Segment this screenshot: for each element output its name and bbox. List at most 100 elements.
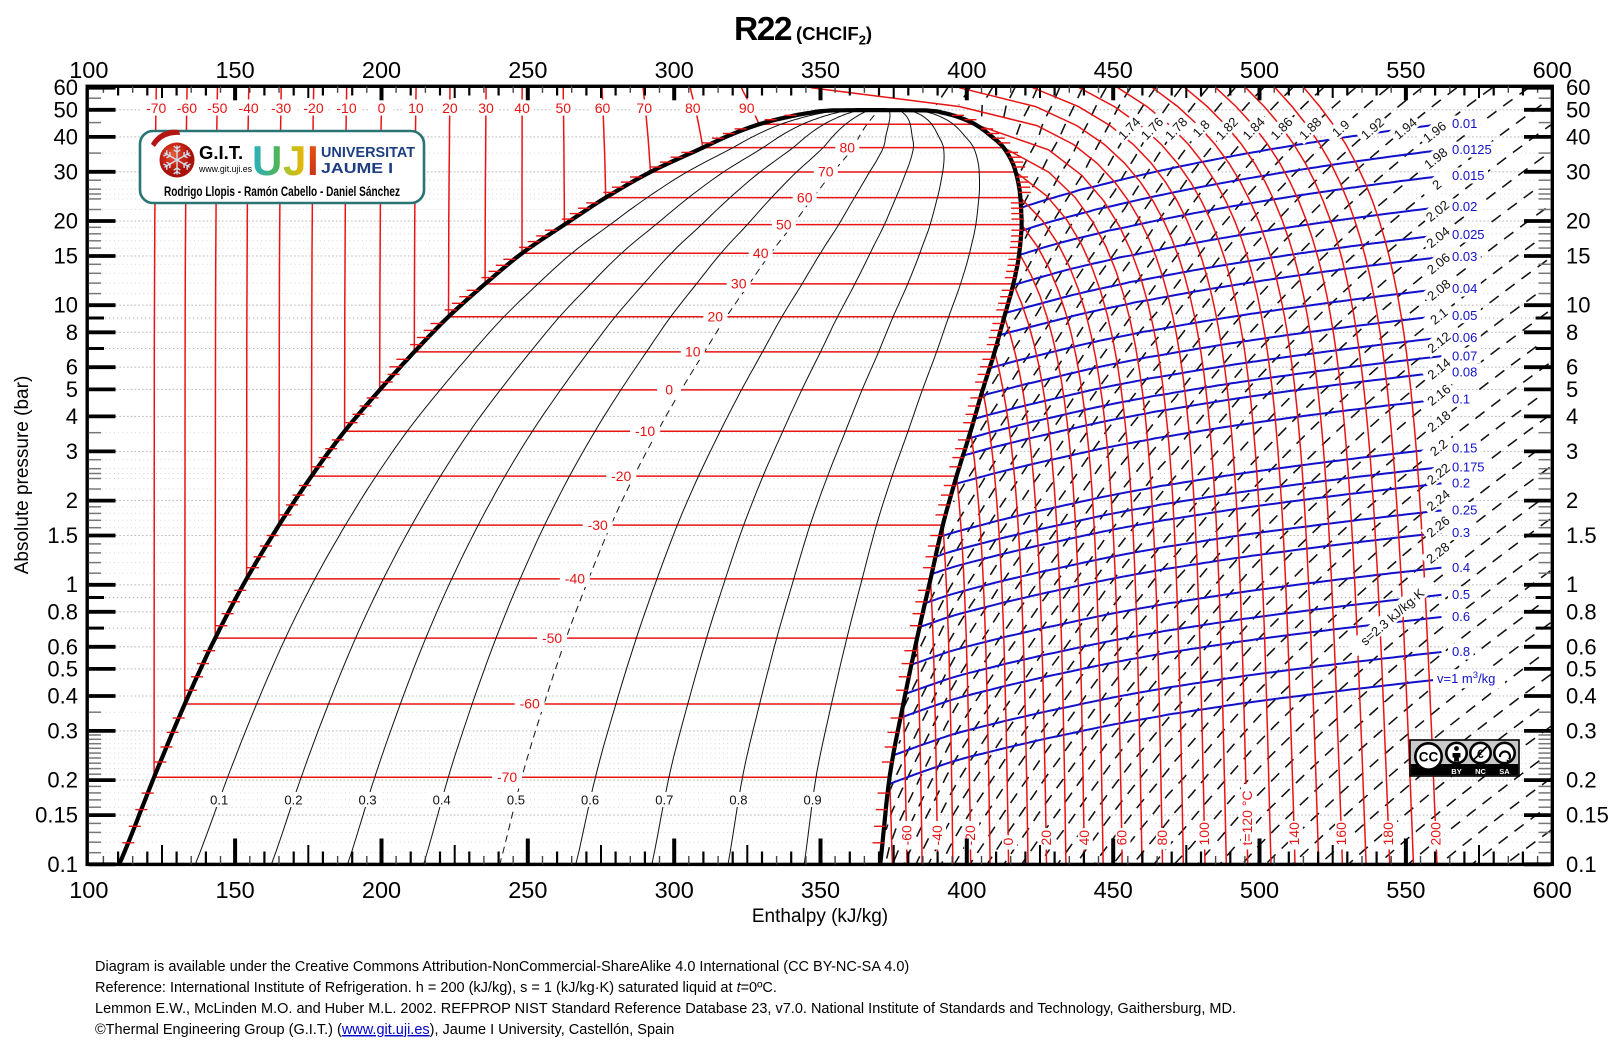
svg-text:0.1: 0.1 [1566,852,1597,877]
svg-text:-20: -20 [611,468,631,484]
svg-text:160: 160 [1333,822,1349,846]
svg-text:-60: -60 [898,825,914,845]
svg-text:0: 0 [378,100,386,116]
svg-text:-30: -30 [588,517,608,533]
svg-text:1: 1 [66,572,78,597]
svg-text:0.4: 0.4 [1566,684,1597,709]
svg-text:10: 10 [54,293,78,318]
svg-text:0.8: 0.8 [729,793,747,808]
svg-text:0.02: 0.02 [1452,199,1477,214]
svg-text:250: 250 [508,877,547,903]
svg-text:-10: -10 [635,423,655,439]
svg-text:0.0125: 0.0125 [1452,142,1492,157]
svg-text:0.4: 0.4 [47,684,78,709]
svg-text:550: 550 [1386,57,1425,83]
svg-text:CC: CC [1419,750,1439,765]
svg-text:0.5: 0.5 [47,656,78,681]
svg-text:20: 20 [442,100,458,116]
svg-text:20: 20 [1566,209,1590,234]
svg-text:0.2: 0.2 [47,768,78,793]
svg-text:-20: -20 [962,825,978,845]
svg-text:5: 5 [1566,377,1578,402]
svg-text:350: 350 [801,57,840,83]
svg-text:0.3: 0.3 [1566,718,1597,743]
svg-text:Diagram is available under the: Diagram is available under the Creative … [95,959,909,975]
svg-text:30: 30 [54,159,78,184]
svg-text:70: 70 [636,100,652,116]
svg-text:350: 350 [801,877,840,903]
svg-text:200: 200 [1428,822,1444,846]
svg-text:40: 40 [753,245,769,261]
svg-text:R22: R22 [734,11,792,48]
svg-text:0.015: 0.015 [1452,168,1485,183]
svg-text:50: 50 [556,100,572,116]
svg-text:140: 140 [1286,822,1302,846]
svg-text:8: 8 [1566,320,1578,345]
svg-text:180: 180 [1380,822,1396,846]
svg-text:20: 20 [54,209,78,234]
svg-text:-40: -40 [929,825,945,845]
svg-text:-40: -40 [238,100,258,116]
svg-text:v=1 m3/kg: v=1 m3/kg [1437,670,1495,686]
svg-text:0.5: 0.5 [507,793,525,808]
svg-text:0.175: 0.175 [1452,459,1485,474]
svg-text:0.25: 0.25 [1452,503,1477,518]
svg-text:0.3: 0.3 [1452,525,1470,540]
svg-text:0.8: 0.8 [1452,644,1470,659]
svg-text:90: 90 [739,100,755,116]
svg-text:www.git.uji.es: www.git.uji.es [198,164,252,174]
svg-text:400: 400 [947,57,986,83]
svg-text:1.5: 1.5 [1566,523,1597,548]
svg-text:0.4: 0.4 [433,793,451,808]
svg-text:-50: -50 [207,100,227,116]
svg-text:-60: -60 [177,100,197,116]
svg-text:0.3: 0.3 [47,718,78,743]
svg-text:50: 50 [776,216,792,232]
svg-text:0.8: 0.8 [1566,599,1597,624]
svg-text:80: 80 [685,100,701,116]
svg-text:3: 3 [66,439,78,464]
svg-text:500: 500 [1240,877,1279,903]
svg-text:15: 15 [1566,244,1590,269]
svg-text:300: 300 [655,57,694,83]
svg-text:Reference: International Insti: Reference: International Institute of Re… [95,980,777,996]
svg-text:8: 8 [66,320,78,345]
svg-text:0.5: 0.5 [1566,656,1597,681]
svg-text:Rodrigo Llopis - Ramón Cabello: Rodrigo Llopis - Ramón Cabello - Daniel … [164,184,400,199]
svg-text:I: I [307,137,319,184]
svg-text:0.15: 0.15 [1566,803,1609,828]
svg-text:80: 80 [1154,830,1170,846]
svg-text:J: J [283,137,306,184]
svg-text:Lemmon E.W., McLinden M.O. and: Lemmon E.W., McLinden M.O. and Huber M.L… [95,1001,1236,1017]
svg-text:Enthalpy (kJ/kg): Enthalpy (kJ/kg) [752,906,888,927]
svg-text:0.15: 0.15 [1452,441,1477,456]
svg-text:1: 1 [1566,572,1578,597]
svg-text:300: 300 [655,877,694,903]
svg-text:SA: SA [1499,767,1510,776]
svg-text:0.6: 0.6 [1452,609,1470,624]
svg-text:15: 15 [54,244,78,269]
svg-text:0: 0 [1000,838,1016,846]
svg-text:0.2: 0.2 [284,793,302,808]
svg-text:5: 5 [66,377,78,402]
svg-text:0.06: 0.06 [1452,330,1477,345]
svg-text:0.05: 0.05 [1452,308,1477,323]
svg-text:0.2: 0.2 [1566,768,1597,793]
svg-text:0.04: 0.04 [1452,281,1477,296]
svg-text:450: 450 [1094,57,1133,83]
svg-text:70: 70 [818,164,834,180]
svg-text:30: 30 [731,276,747,292]
svg-text:250: 250 [508,57,547,83]
svg-text:0.1: 0.1 [47,852,78,877]
svg-text:U: U [252,137,282,184]
svg-text:-20: -20 [303,100,323,116]
svg-text:550: 550 [1386,877,1425,903]
svg-text:-30: -30 [271,100,291,116]
svg-text:10: 10 [1566,293,1590,318]
svg-text:20: 20 [708,308,724,324]
svg-text:t=120 °C: t=120 °C [1239,790,1255,845]
svg-text:60: 60 [595,100,611,116]
svg-text:UNIVERSITAT: UNIVERSITAT [321,144,415,161]
svg-text:3: 3 [1566,439,1578,464]
svg-text:0.01: 0.01 [1452,116,1477,131]
